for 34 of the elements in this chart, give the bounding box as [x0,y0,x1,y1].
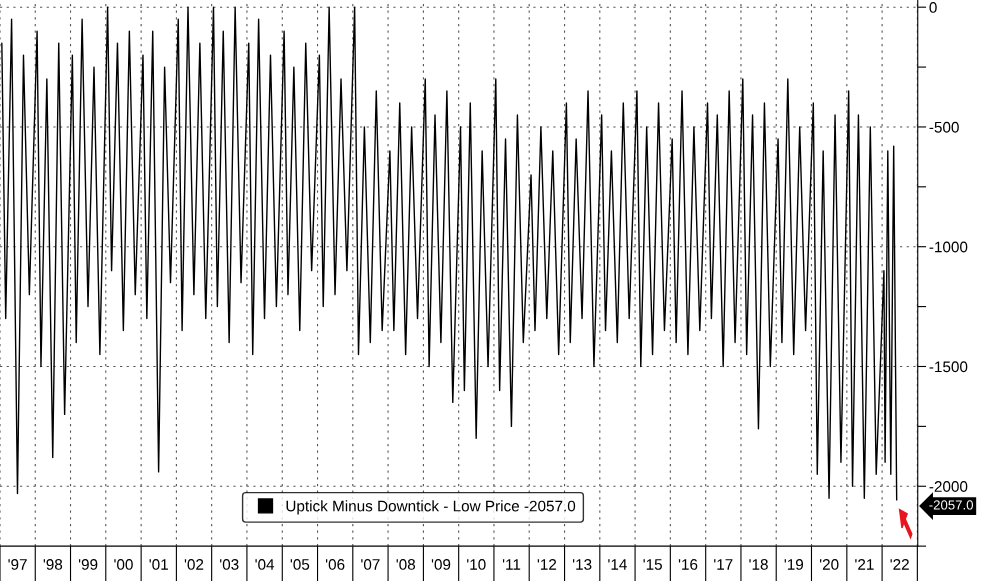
legend-label: Uptick Minus Downtick - Low Price -2057.0 [286,500,576,515]
x-tick-label: '06 [325,559,345,570]
x-tick-label: '03 [220,559,239,570]
x-tick-label: '14 [608,559,627,570]
x-tick-label: '98 [43,559,63,570]
x-tick-label: '16 [678,559,698,570]
x-tick-label: '01 [149,559,168,570]
x-tick-label: '09 [431,559,451,570]
x-tick-label: '05 [290,559,310,570]
x-tick-label: '18 [749,559,768,570]
x-tick-label: '07 [361,559,380,570]
x-tick-label: '19 [784,559,804,570]
x-tick-label: '11 [502,559,521,570]
x-tick-label: '02 [184,559,204,570]
x-tick-label: '00 [114,559,133,570]
annotation: -2057.0 [929,500,973,510]
x-tick-label: '17 [714,559,733,570]
x-tick-label: '20 [819,559,839,570]
x-tick-label: '10 [467,559,486,570]
x-tick-label: '15 [643,559,662,570]
x-tick-label: '22 [890,559,909,570]
line-series [1,6,898,501]
x-tick-label: '99 [78,559,98,570]
x-tick-label: '08 [396,559,416,570]
x-tick-label: '97 [8,559,27,570]
y-tick-label: 0 [929,2,937,13]
y-tick-label: -1000 [929,241,968,253]
y-tick-label: -2000 [929,481,968,492]
x-tick-label: '04 [255,559,275,570]
x-tick-label: '12 [537,559,557,570]
y-tick-label: -500 [929,121,959,133]
x-tick-label: '21 [855,559,874,570]
y-tick-label: -1500 [929,361,968,373]
x-tick-label: '13 [572,559,592,570]
